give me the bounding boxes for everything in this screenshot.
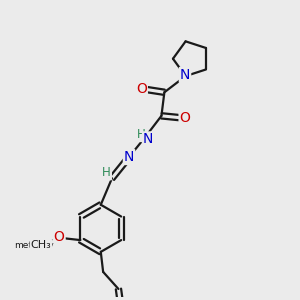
Text: N: N bbox=[143, 132, 153, 146]
Text: N: N bbox=[180, 68, 190, 82]
Text: H: H bbox=[137, 128, 146, 141]
Text: O: O bbox=[136, 82, 147, 96]
Text: N: N bbox=[124, 150, 134, 164]
Text: O: O bbox=[180, 111, 190, 125]
Text: H: H bbox=[102, 167, 111, 179]
Text: O: O bbox=[54, 230, 64, 244]
Text: methoxy: methoxy bbox=[14, 241, 53, 250]
Text: CH₃: CH₃ bbox=[31, 240, 51, 250]
